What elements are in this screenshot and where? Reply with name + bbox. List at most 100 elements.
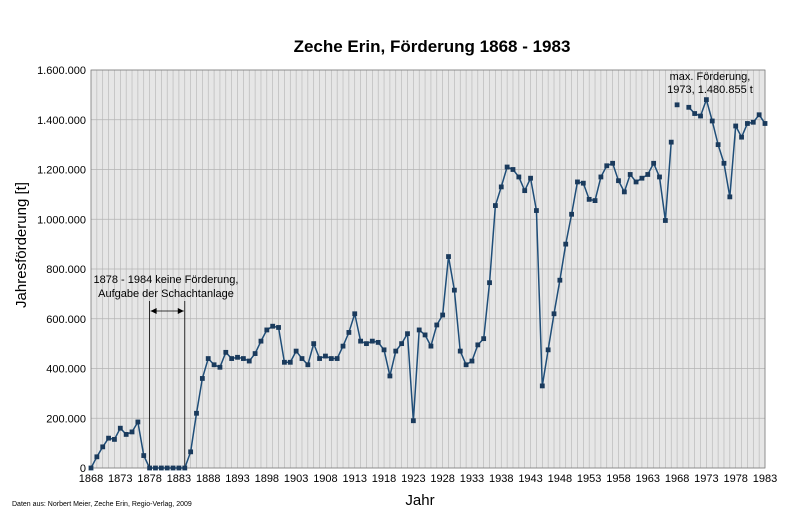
data-point bbox=[258, 338, 264, 344]
data-point bbox=[692, 111, 698, 116]
x-tick-label: 1983 bbox=[753, 473, 777, 485]
data-point bbox=[451, 287, 457, 293]
data-point bbox=[668, 139, 674, 145]
data-point bbox=[662, 218, 668, 223]
x-tick-label: 1928 bbox=[430, 473, 454, 485]
data-point bbox=[405, 331, 410, 337]
data-point bbox=[235, 354, 240, 360]
data-point bbox=[487, 280, 492, 286]
data-point bbox=[469, 358, 475, 364]
gridlines bbox=[90, 69, 766, 469]
y-tick-label: 1.200.000 bbox=[37, 165, 86, 177]
x-tick-label: 1948 bbox=[548, 473, 572, 485]
data-point bbox=[364, 341, 369, 347]
data-point bbox=[575, 179, 580, 185]
data-point bbox=[328, 356, 334, 361]
y-tick-label: 200.000 bbox=[46, 413, 86, 425]
data-point bbox=[703, 97, 709, 103]
x-tick-label: 1903 bbox=[284, 473, 308, 485]
data-point bbox=[264, 327, 270, 333]
x-tick-label: 1963 bbox=[636, 473, 660, 485]
y-tick-label: 1.600.000 bbox=[37, 65, 86, 77]
x-tick-label: 1878 bbox=[137, 473, 161, 485]
data-point bbox=[434, 322, 440, 328]
y-tick-label: 1.400.000 bbox=[37, 115, 86, 127]
data-point bbox=[422, 332, 428, 338]
data-point bbox=[510, 167, 516, 172]
data-point bbox=[657, 174, 662, 180]
data-point bbox=[498, 184, 504, 190]
y-tick-label: 600.000 bbox=[46, 314, 86, 326]
gap-arrow-right bbox=[177, 308, 184, 314]
data-point bbox=[586, 196, 592, 202]
data-point bbox=[311, 341, 317, 347]
data-point bbox=[715, 142, 721, 148]
data-point bbox=[123, 432, 129, 437]
data-point bbox=[493, 203, 498, 208]
data-point bbox=[674, 102, 680, 108]
data-point bbox=[211, 362, 217, 368]
data-point bbox=[188, 449, 194, 455]
x-tick-label: 1873 bbox=[108, 473, 132, 485]
x-tick-labels: 1868 1873 1878 1883 1888 1893 1898 1903 1908 1913… bbox=[79, 473, 777, 485]
data-point bbox=[346, 330, 352, 335]
data-point bbox=[440, 312, 446, 318]
data-point bbox=[457, 348, 463, 354]
data-point bbox=[621, 189, 627, 195]
data-point bbox=[463, 362, 469, 368]
series-markers bbox=[88, 97, 768, 471]
x-tick-label: 1888 bbox=[196, 473, 220, 485]
data-point bbox=[358, 338, 363, 344]
data-point bbox=[399, 341, 405, 347]
data-point bbox=[627, 172, 633, 177]
data-point bbox=[393, 348, 399, 354]
x-tick-label: 1908 bbox=[313, 473, 337, 485]
x-tick-label: 1943 bbox=[518, 473, 542, 485]
x-tick-label: 1868 bbox=[79, 473, 103, 485]
data-point bbox=[334, 356, 340, 361]
data-point bbox=[270, 323, 276, 329]
data-point bbox=[598, 174, 604, 180]
y-tick-label: 800.000 bbox=[46, 264, 86, 276]
data-point bbox=[739, 134, 744, 140]
data-point bbox=[651, 160, 657, 166]
data-point bbox=[135, 419, 141, 425]
data-point bbox=[604, 163, 610, 169]
data-point bbox=[381, 347, 387, 353]
data-point bbox=[762, 121, 768, 126]
data-point bbox=[129, 429, 135, 435]
data-point bbox=[709, 118, 715, 124]
data-point bbox=[545, 347, 551, 353]
data-point bbox=[94, 454, 100, 460]
data-point bbox=[481, 336, 487, 342]
data-point bbox=[569, 211, 574, 217]
data-point bbox=[117, 425, 123, 431]
data-point bbox=[616, 178, 621, 184]
data-point bbox=[745, 121, 750, 126]
data-point bbox=[387, 373, 393, 379]
data-point bbox=[522, 188, 528, 194]
data-point bbox=[750, 119, 756, 125]
data-point bbox=[645, 172, 651, 177]
data-point bbox=[293, 348, 299, 354]
data-point bbox=[733, 123, 739, 129]
data-point bbox=[223, 349, 229, 355]
y-tick-label: 0 bbox=[80, 463, 86, 475]
data-point bbox=[539, 383, 545, 389]
data-point bbox=[153, 465, 158, 471]
y-tick-label: 1.000.000 bbox=[37, 214, 86, 226]
x-tick-label: 1933 bbox=[460, 473, 484, 485]
data-point bbox=[176, 465, 182, 471]
data-point bbox=[698, 113, 703, 119]
data-point bbox=[164, 465, 170, 471]
data-point bbox=[217, 364, 223, 370]
y-tick-labels: 0 200.000 400.000 600.000 800.000 1.000.000 1.… bbox=[37, 65, 86, 475]
data-point bbox=[141, 453, 147, 458]
x-axis-label: Jahr bbox=[405, 492, 434, 509]
data-point bbox=[282, 359, 287, 365]
data-point bbox=[580, 180, 586, 186]
data-point bbox=[756, 112, 762, 118]
data-point bbox=[147, 465, 153, 471]
